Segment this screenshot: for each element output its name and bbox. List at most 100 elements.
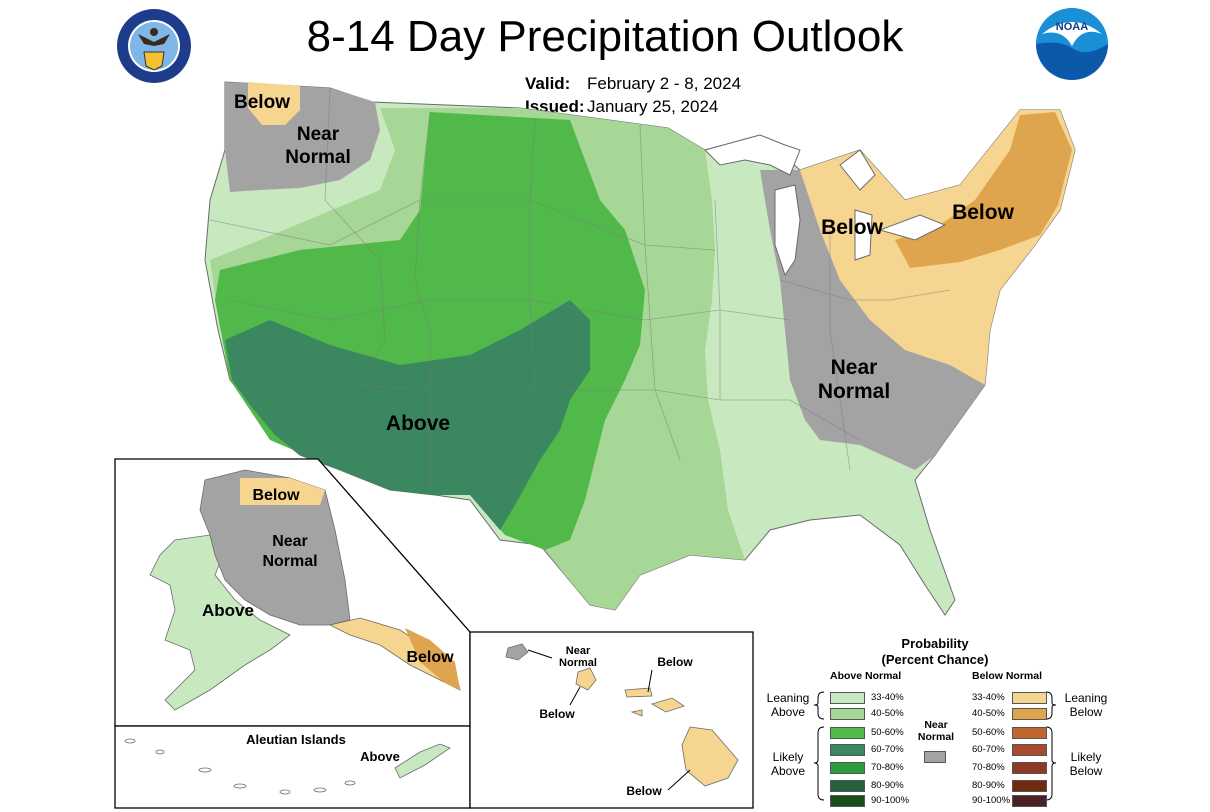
issued-date: January 25, 2024 bbox=[587, 97, 719, 116]
valid-label: Valid: bbox=[525, 74, 571, 93]
hawaii-below-big-island-label: Below bbox=[626, 784, 662, 798]
legend-below-range-label: 40-50% bbox=[972, 708, 1005, 719]
legend-below-header: Below Normal bbox=[972, 670, 1043, 682]
legend-above-swatch bbox=[830, 743, 865, 756]
legend-below-range-label: 50-60% bbox=[972, 727, 1005, 738]
legend-above-header: Above Normal bbox=[830, 670, 902, 682]
state-borders bbox=[209, 87, 951, 495]
conus-below-glakes-label: Below bbox=[821, 216, 884, 239]
conus-near-nw-label-1: Near bbox=[297, 124, 340, 145]
alaska-inset: Below Near Normal Above Below bbox=[114, 458, 471, 727]
legend-near-normal-1: Near bbox=[924, 719, 948, 731]
legend-above-range-label: 40-50% bbox=[871, 708, 904, 719]
conus-near-se-label-1: Near bbox=[831, 356, 878, 379]
conus-below-ne-label: Below bbox=[952, 201, 1015, 224]
alaska-near-label-1: Near bbox=[272, 533, 308, 550]
great-lakes-region bbox=[704, 134, 947, 277]
legend-above-range-label: 60-70% bbox=[871, 744, 904, 755]
legend-near-normal-swatch bbox=[924, 751, 946, 763]
legend-above-range-label: 90-100% bbox=[871, 795, 910, 806]
legend-below-range-label: 33-40% bbox=[972, 692, 1005, 703]
legend-below-swatch bbox=[1012, 761, 1047, 774]
legend-below-range-label: 80-90% bbox=[972, 780, 1005, 791]
legend-above-range-label: 70-80% bbox=[871, 762, 904, 773]
hawaii-near-label-2: Normal bbox=[559, 657, 597, 669]
legend-below-row: 90-100% bbox=[972, 794, 1047, 807]
legend-near-normal-2: Normal bbox=[917, 731, 955, 743]
alaska-below-north-region bbox=[240, 478, 325, 505]
legend-leaning-above-2: Above bbox=[770, 705, 806, 719]
legend-above-row: 90-100% bbox=[830, 794, 909, 807]
valid-issued-block: Valid: February 2 - 8, 2024 Issued: Januar… bbox=[525, 72, 741, 118]
alaska-above-label: Above bbox=[202, 601, 254, 620]
legend-leaning-above-1: Leaning bbox=[766, 691, 810, 705]
legend-below-swatch bbox=[1012, 794, 1047, 807]
legend-above-row: 33-40% bbox=[830, 691, 904, 704]
legend-above-swatch bbox=[830, 794, 865, 807]
alaska-near-label-2: Normal bbox=[262, 553, 317, 570]
legend-below-swatch bbox=[1012, 691, 1047, 704]
below-nw-region bbox=[248, 82, 300, 125]
legend-below-row: 50-60% bbox=[972, 726, 1047, 739]
legend-likely-below: Likely Below bbox=[1056, 750, 1116, 778]
legend-leaning-below: Leaning Below bbox=[1056, 691, 1116, 719]
legend-below-row: 70-80% bbox=[972, 761, 1047, 774]
alaska-below-panhandle-dark-region bbox=[405, 628, 460, 690]
legend-likely-above-1: Likely bbox=[772, 750, 804, 764]
aleutian-above-label: Above bbox=[360, 749, 400, 764]
aleutian-title: Aleutian Islands bbox=[246, 732, 346, 747]
legend-above-swatch bbox=[830, 726, 865, 739]
valid-dates: February 2 - 8, 2024 bbox=[587, 74, 742, 93]
legend-below-swatch bbox=[1012, 726, 1047, 739]
hawaii-near-label-1: Near bbox=[566, 645, 591, 657]
legend-below-row: 80-90% bbox=[972, 779, 1047, 792]
alaska-above-region bbox=[149, 534, 291, 711]
legend-below-range-label: 70-80% bbox=[972, 762, 1005, 773]
legend-likely-below-2: Below bbox=[1069, 764, 1103, 778]
legend-likely-below-1: Likely bbox=[1070, 750, 1102, 764]
legend-below-row: 33-40% bbox=[972, 691, 1047, 704]
legend-leaning-above: Leaning Above bbox=[760, 691, 816, 719]
hawaii-below-maui-label: Below bbox=[657, 655, 693, 669]
legend-above-swatch bbox=[830, 707, 865, 720]
legend-above-row: 70-80% bbox=[830, 761, 904, 774]
legend-above-swatch bbox=[830, 779, 865, 792]
below-40-50-ne-region bbox=[895, 112, 1072, 268]
legend-title-line-2: (Percent Chance) bbox=[881, 652, 989, 667]
hawaii-below-kauai-label: Below bbox=[539, 707, 575, 721]
legend-below-swatch bbox=[1012, 707, 1047, 720]
legend-leaning-below-2: Below bbox=[1069, 705, 1103, 719]
legend-above-row: 60-70% bbox=[830, 743, 904, 756]
hawaii-inset: Near Normal Below Below Below bbox=[469, 631, 754, 809]
map-title: 8-14 Day Precipitation Outlook bbox=[306, 12, 904, 61]
legend-below-row: 60-70% bbox=[972, 743, 1047, 756]
noaa-logo-icon: NOAA bbox=[1036, 8, 1108, 80]
legend-near-normal: Near Normal bbox=[914, 719, 958, 743]
legend-below-swatch bbox=[1012, 779, 1047, 792]
legend-below-row: 40-50% bbox=[972, 707, 1047, 720]
legend-title-line-1: Probability bbox=[901, 636, 969, 651]
conus-near-se-label-2: Normal bbox=[818, 380, 890, 403]
legend-title: Probability (Percent Chance) bbox=[850, 636, 1020, 668]
commerce-seal-icon bbox=[117, 9, 191, 83]
svg-text:NOAA: NOAA bbox=[1056, 21, 1088, 33]
legend-below-swatch bbox=[1012, 743, 1047, 756]
legend-above-row: 80-90% bbox=[830, 779, 904, 792]
near-normal-east-region bbox=[760, 170, 985, 470]
aleutian-inset: Aleutian Islands Above bbox=[114, 725, 471, 809]
legend-below-range-label: 60-70% bbox=[972, 744, 1005, 755]
conus-above-sw-label: Above bbox=[386, 412, 450, 435]
conus-near-nw-label-2: Normal bbox=[285, 147, 350, 168]
legend-likely-above-2: Above bbox=[770, 764, 806, 778]
legend-above-range-label: 33-40% bbox=[871, 692, 904, 703]
above-60-70-region bbox=[225, 300, 590, 530]
conus-below-nw-label: Below bbox=[234, 92, 290, 113]
legend-above-row: 40-50% bbox=[830, 707, 904, 720]
legend-above-swatch bbox=[830, 761, 865, 774]
legend-above-range-label: 50-60% bbox=[871, 727, 904, 738]
legend-above-range-label: 80-90% bbox=[871, 780, 904, 791]
alaska-below-label: Below bbox=[252, 487, 300, 504]
legend-likely-above: Likely Above bbox=[760, 750, 816, 778]
legend-below-range-label: 90-100% bbox=[972, 795, 1011, 806]
